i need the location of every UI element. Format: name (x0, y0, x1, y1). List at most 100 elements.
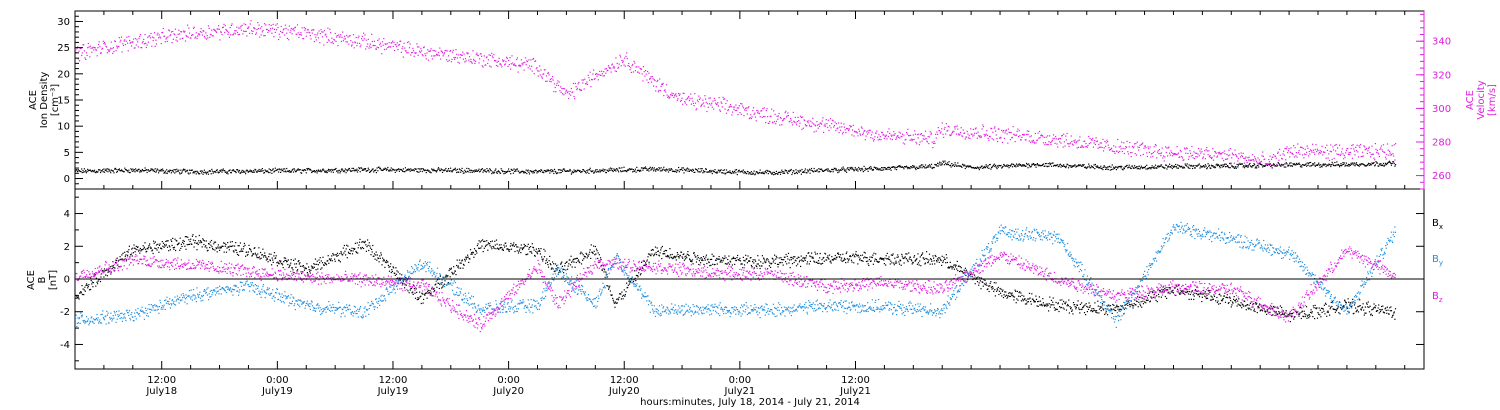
velocity-series-point (499, 63, 502, 65)
density-series-point (879, 168, 881, 170)
density-series-point (895, 169, 898, 171)
series-bx-point (280, 260, 282, 262)
series-bx-point (271, 257, 273, 259)
velocity-series-point (676, 95, 678, 97)
density-series-point (103, 168, 105, 170)
series-bx-point (90, 279, 92, 282)
density-series-point (836, 170, 838, 172)
velocity-series-point (345, 41, 347, 43)
velocity-series-point (142, 40, 144, 43)
density-series-point (763, 172, 765, 174)
density-series-point (1347, 165, 1349, 167)
density-series-point (518, 172, 520, 174)
velocity-series-point (307, 29, 309, 31)
velocity-series-point (1368, 146, 1370, 148)
density-series-point (1286, 163, 1288, 165)
density-series-point (596, 169, 598, 171)
velocity-series-point (833, 126, 835, 128)
density-series-point (1109, 165, 1111, 167)
density-series-point (913, 165, 915, 167)
velocity-series-point (1062, 146, 1064, 148)
series-bx-point (460, 267, 462, 269)
velocity-series-point (1386, 143, 1389, 145)
density-series-point (1108, 166, 1110, 168)
density-series-point (962, 164, 964, 166)
velocity-series-point (1159, 152, 1161, 155)
series-bx-point (102, 269, 104, 272)
velocity-series-point (657, 91, 659, 93)
velocity-series-point (906, 131, 908, 134)
velocity-series-point (1326, 149, 1329, 151)
series-bx-point (142, 248, 144, 251)
series-bx-point (294, 263, 296, 265)
density-series-point (1049, 162, 1051, 164)
velocity-series-point (1243, 162, 1246, 164)
series-bx-point (459, 262, 461, 264)
velocity-series-point (363, 32, 365, 34)
velocity-series-point (878, 134, 880, 136)
density-series-point (1300, 165, 1302, 167)
density-series-point (178, 169, 180, 171)
density-series-point (108, 169, 110, 171)
density-series-point (1385, 164, 1387, 166)
density-series-point (593, 172, 595, 174)
velocity-series-point (1020, 139, 1022, 141)
velocity-series-point (799, 122, 801, 124)
velocity-series-point (1048, 141, 1050, 143)
density-series-point (174, 172, 176, 174)
series-bx-point (306, 272, 308, 274)
series-bx-point (223, 251, 225, 253)
velocity-series-point (1144, 145, 1146, 147)
series-bx-point (530, 246, 532, 248)
velocity-series-point (338, 36, 340, 38)
velocity-series-point (393, 41, 395, 44)
density-series-point (1109, 169, 1111, 171)
density-series-point (716, 172, 718, 174)
velocity-series-point (454, 56, 456, 59)
density-series-point (1092, 167, 1094, 169)
density-series-point (375, 169, 377, 171)
velocity-series-point (718, 97, 720, 99)
density-series-point (560, 171, 562, 174)
velocity-series-point (435, 50, 437, 52)
velocity-series-point (682, 92, 684, 94)
velocity-series-point (1385, 158, 1387, 160)
velocity-series-point (632, 63, 634, 66)
density-series-point (795, 169, 797, 171)
density-series-point (736, 169, 738, 171)
density-series-point (947, 162, 949, 164)
velocity-series-point (196, 37, 198, 40)
series-bx-point (420, 302, 422, 305)
density-series-point (747, 171, 749, 173)
density-series-point (479, 171, 481, 173)
density-series-point (742, 171, 744, 173)
velocity-series-point (953, 126, 956, 128)
velocity-series-point (1109, 149, 1111, 151)
velocity-series-point (1146, 155, 1148, 158)
velocity-series-point (185, 34, 187, 37)
series-bx-point (696, 258, 698, 260)
series-bx-point (419, 291, 421, 293)
velocity-series-point (159, 36, 161, 38)
velocity-series-point (578, 81, 580, 84)
density-series-point (1250, 165, 1252, 167)
series-bx-point (597, 257, 599, 259)
series-bx-point (424, 294, 426, 296)
velocity-series-point (665, 91, 667, 93)
velocity-series-point (1065, 139, 1067, 141)
velocity-series-point (645, 70, 647, 72)
density-series-point (1045, 162, 1047, 165)
velocity-series-point (1002, 131, 1004, 133)
velocity-series-point (736, 109, 738, 111)
velocity-series-point (777, 118, 779, 120)
density-series-point (1380, 163, 1382, 165)
velocity-series-point (1193, 151, 1195, 153)
density-series-point (632, 169, 634, 171)
density-series-point (537, 171, 539, 173)
density-series-point (1160, 164, 1163, 166)
density-series-point (1204, 166, 1206, 168)
series-bx-point (213, 243, 215, 245)
density-series-point (1330, 164, 1333, 166)
density-series-point (1346, 165, 1348, 167)
velocity-series-point (407, 52, 409, 54)
